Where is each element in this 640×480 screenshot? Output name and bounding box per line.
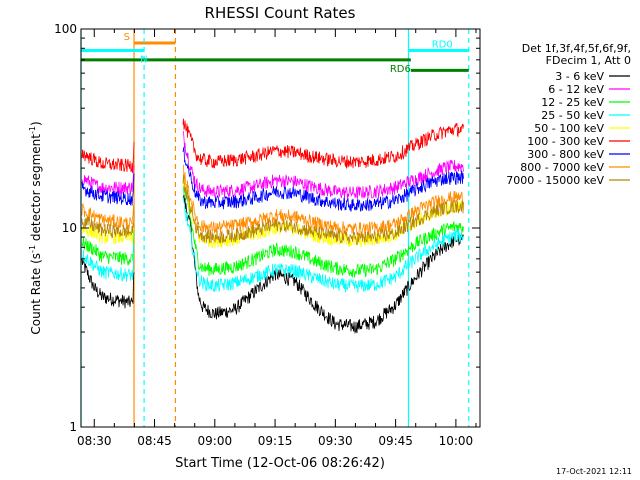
legend-header-line: FDecim 1, Att 0	[546, 54, 631, 67]
series-line	[81, 185, 464, 278]
y-tick-label: 10	[62, 221, 77, 235]
legend-entry-label: 100 - 300 keV	[527, 135, 604, 148]
series-layer	[81, 118, 464, 334]
legend-entry-label: 3 - 6 keV	[555, 70, 604, 83]
series-line	[81, 118, 464, 174]
annotation-layer: SN RD0 RD6	[80, 29, 470, 427]
x-tick-label: 09:00	[198, 434, 233, 448]
legend-entry-label: 800 - 7000 keV	[520, 161, 604, 174]
y-tick-label: 100	[54, 22, 77, 36]
series-line	[81, 174, 464, 246]
x-tick-label: 08:30	[77, 434, 112, 448]
legend-entry-label: 7000 - 15000 keV	[506, 174, 604, 187]
annotation-label-rd0: RD0	[432, 39, 453, 50]
series-line	[81, 197, 464, 293]
legend-entry-label: 25 - 50 keV	[541, 109, 604, 122]
chart-title: RHESSI Count Rates	[205, 4, 356, 22]
y-tick-label: 1	[69, 420, 77, 434]
legend-entry-label: 6 - 12 keV	[548, 83, 604, 96]
y-axis-label-part2: detector segment	[29, 134, 43, 245]
y-axis-label-exponent1: -1	[28, 245, 37, 253]
x-tick-label: 09:30	[318, 434, 353, 448]
x-tick-label: 08:45	[137, 434, 172, 448]
x-tick-label: 09:15	[258, 434, 293, 448]
footer-timestamp: 17-Oct-2021 12:11	[556, 467, 632, 476]
annotation-label-n: N	[140, 54, 147, 65]
legend-header-line: Det 1f,3f,4f,5f,6f,9f,	[522, 42, 631, 55]
series-line	[81, 194, 464, 334]
axes-layer: 08:30 08:45 09:00 09:15 09:30 09:45 10:00 1 10 10…	[54, 22, 480, 448]
x-tick-label: 09:45	[378, 434, 413, 448]
series-line	[81, 146, 464, 212]
legend-entry-label: 300 - 800 keV	[527, 148, 604, 161]
y-axis-label: Count Rate (s-1 detector segment-1)	[28, 121, 43, 334]
y-axis-label-part1: Count Rate (s	[29, 253, 43, 335]
annotation-label-rd6: RD6	[390, 64, 411, 75]
series-line	[81, 130, 464, 199]
x-axis-label: Start Time (12-Oct-06 08:26:42)	[175, 456, 385, 471]
legend-entry-label: 12 - 25 keV	[541, 96, 604, 109]
y-axis-label-part3: )	[29, 121, 43, 126]
legend-entry-label: 50 - 100 keV	[534, 122, 604, 135]
y-axis-label-exponent2: -1	[28, 126, 37, 134]
legend: Det 1f,3f,4f,5f,6f,9f,FDecim 1, Att 0 3 -…	[506, 42, 631, 187]
annotation-label-s: S	[124, 32, 130, 43]
x-tick-label: 10:00	[439, 434, 474, 448]
